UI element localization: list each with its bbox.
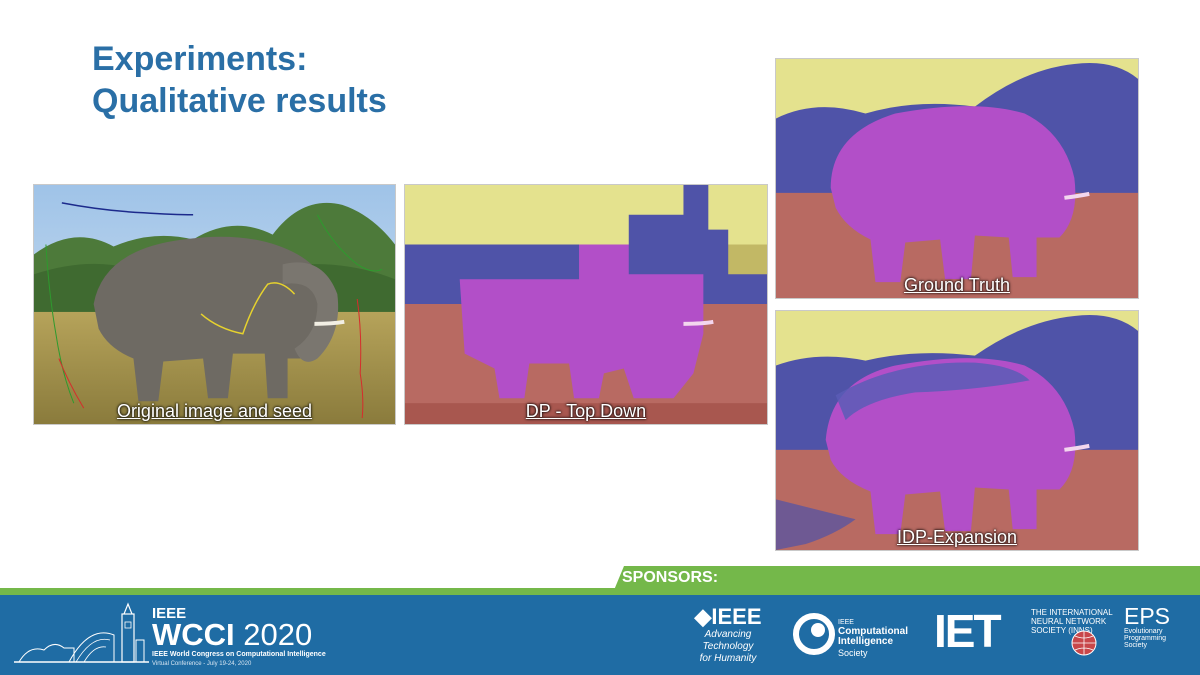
sponsor-ieee-logo: ◆IEEE Advancing Technology for Humanity bbox=[680, 605, 776, 665]
slide-title: Experiments: Qualitative results bbox=[92, 38, 387, 122]
original-image-panel: Original image and seed bbox=[33, 184, 396, 425]
sponsor-ieee-tagline-2: for Humanity bbox=[699, 653, 757, 664]
event-title: WCCI 2020 bbox=[152, 618, 312, 652]
sponsor-cis-logo: IEEE Computational Intelligence Society bbox=[792, 608, 917, 660]
sponsor-eps-line2: Evolutionary bbox=[1124, 628, 1163, 635]
sponsors-label: SPONSORS: bbox=[622, 569, 719, 586]
ground-truth-segmentation-image bbox=[776, 59, 1138, 298]
cis-swirl-icon bbox=[793, 613, 835, 655]
ground-truth-caption: Ground Truth bbox=[903, 275, 1011, 295]
idp-segmentation-image bbox=[776, 311, 1138, 550]
event-dates: Virtual Conference - July 19-24, 2020 bbox=[152, 661, 252, 667]
inns-globe-icon bbox=[1071, 630, 1097, 656]
sponsor-eps-line3: Programming bbox=[1124, 635, 1167, 642]
idp-caption: IDP-Expansion bbox=[896, 527, 1018, 547]
sponsor-eps-logo: EPS Evolutionary Programming Society bbox=[1124, 604, 1170, 649]
glasgow-skyline-icon bbox=[14, 602, 149, 663]
ieee-diamond-icon: ◆ bbox=[694, 604, 712, 629]
sponsor-cis-line1: IEEE bbox=[838, 619, 854, 626]
sponsor-inns-text: THE INTERNATIONAL NEURAL NETWORK SOCIETY… bbox=[1031, 608, 1113, 635]
footer-bar bbox=[0, 595, 1200, 675]
dp-top-down-panel: DP - Top Down bbox=[404, 184, 768, 425]
idp-expansion-panel: IDP-Expansion bbox=[775, 310, 1139, 551]
event-full-name: IEEE World Congress on Computational Int… bbox=[152, 651, 326, 658]
event-ieee-label: IEEE bbox=[152, 605, 187, 622]
sponsor-ieee-name: IEEE bbox=[711, 604, 762, 629]
original-caption: Original image and seed bbox=[116, 401, 313, 421]
sponsor-ieee-tagline-1: Advancing Technology bbox=[702, 629, 754, 652]
dp-caption: DP - Top Down bbox=[525, 401, 647, 421]
sponsor-cis-line3: Society bbox=[838, 648, 868, 658]
sponsor-eps-line4: Society bbox=[1124, 642, 1147, 649]
original-elephant-photo bbox=[34, 185, 395, 424]
title-line-1: Experiments: bbox=[92, 40, 308, 78]
sponsor-inns-logo: THE INTERNATIONAL NEURAL NETWORK SOCIETY… bbox=[1031, 608, 1113, 656]
title-line-2: Qualitative results bbox=[92, 82, 387, 120]
event-name: WCCI bbox=[152, 617, 235, 652]
event-year: 2020 bbox=[243, 617, 313, 652]
sponsor-iet-logo: IET bbox=[934, 605, 1002, 657]
ground-truth-panel: Ground Truth bbox=[775, 58, 1139, 299]
dp-segmentation-image bbox=[405, 185, 767, 424]
footer-green-strip bbox=[0, 588, 1200, 595]
sponsor-eps-name: EPS bbox=[1124, 603, 1171, 629]
sponsor-cis-line2: Computational Intelligence bbox=[838, 626, 908, 647]
